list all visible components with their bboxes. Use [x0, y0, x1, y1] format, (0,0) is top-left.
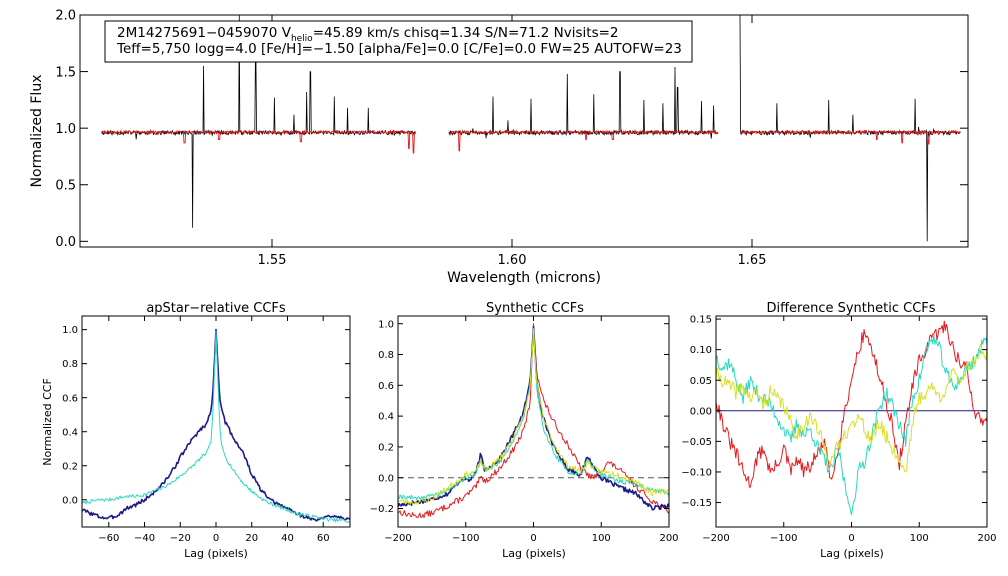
synthetic-ccf-xlabel: Lag (pixels)	[502, 547, 566, 560]
x-tick-label: −60	[98, 533, 119, 544]
synthetic-ccf-panel: Synthetic CCFs −200 −100 0 100 200 −0.2 0.0 0.2…	[370, 301, 679, 560]
y-tick-label: 0.10	[690, 345, 712, 356]
x-tick-label: −40	[134, 533, 155, 544]
x-tick-label: 1.55	[258, 253, 287, 268]
model-spectrum-line	[101, 129, 416, 154]
ccf-series-line	[398, 329, 669, 505]
spectrum-frame	[79, 14, 969, 248]
ccf-series-line	[716, 343, 987, 472]
y-tick-label: 0.6	[378, 381, 394, 392]
y-tick-label: 0.15	[690, 315, 712, 326]
y-tick-label: 0.6	[62, 393, 78, 404]
x-tick-label: 1.65	[738, 253, 767, 268]
y-tick-label: −0.05	[681, 437, 712, 448]
velocity-subscript: helio	[291, 34, 313, 44]
y-tick-label: 1.0	[62, 325, 78, 336]
y-tick-label: −0.15	[681, 498, 712, 509]
y-tick-label: 0.4	[62, 427, 78, 438]
x-tick-label: 40	[281, 533, 294, 544]
x-tick-label: 100	[592, 533, 611, 544]
model-spectrum-line	[448, 129, 719, 152]
apstar-ccf-panel: apStar−relative CCFs −60 −40 −20 0 20 40 60 0.0…	[41, 301, 351, 560]
observed-spectrum-line	[448, 67, 719, 139]
velocity-label: V	[282, 25, 292, 41]
x-tick-label: 60	[317, 533, 330, 544]
y-tick-label: −0.2	[370, 504, 394, 515]
apstar-ccf-title: apStar−relative CCFs	[146, 301, 286, 316]
x-tick-label: −200	[384, 533, 411, 544]
x-tick-label: 0	[530, 533, 536, 544]
x-tick-label: 1.60	[498, 253, 527, 268]
x-tick-label: −200	[702, 533, 729, 544]
ccf-series-line	[398, 327, 669, 501]
spectrum-xlabel: Wavelength (microns)	[447, 270, 601, 286]
y-tick-label: 0.2	[62, 461, 78, 472]
ccf-series-line	[716, 333, 987, 516]
y-tick-label: 0.00	[690, 406, 712, 417]
apstar-ccf-xlabel: Lag (pixels)	[184, 547, 248, 560]
y-tick-label: 0.5	[55, 178, 76, 193]
ccf-series-line	[82, 328, 350, 522]
apstar-ccf-ylabel: Normalized CCF	[41, 378, 54, 466]
y-tick-label: −0.10	[681, 468, 712, 479]
y-tick-label: 1.0	[378, 319, 394, 330]
spectrum-panel: 1.55 1.60 1.65 0.0 0.5 1.0 1.5 2.0 2M14275691−0…	[29, 9, 969, 286]
x-tick-label: 200	[659, 533, 678, 544]
x-tick-label: 100	[910, 533, 929, 544]
x-tick-label: 0	[213, 533, 219, 544]
apstar-ccf-frame	[81, 315, 351, 528]
x-tick-label: −20	[170, 533, 191, 544]
difference-ccf-title: Difference Synthetic CCFs	[766, 301, 935, 316]
ccf-series-line	[398, 325, 669, 511]
ccf-series-line	[716, 320, 987, 488]
x-tick-label: 200	[977, 533, 996, 544]
info-line-1-rest: =45.89 km/s chisq=1.34 S/N=71.2 Nvisits=…	[313, 25, 619, 41]
y-tick-label: 2.0	[55, 9, 76, 24]
difference-ccf-frame	[715, 315, 988, 528]
difference-ccf-xlabel: Lag (pixels)	[820, 547, 884, 560]
y-tick-label: 0.8	[378, 350, 394, 361]
y-tick-label: 0.2	[378, 443, 394, 454]
x-tick-label: −100	[770, 533, 797, 544]
x-tick-label: 0	[848, 533, 854, 544]
y-tick-label: 0.8	[62, 359, 78, 370]
y-tick-label: 1.0	[55, 122, 76, 137]
star-id: 2M14275691−0459070	[117, 25, 277, 41]
x-tick-label: −100	[452, 533, 479, 544]
y-tick-label: 0.0	[55, 235, 76, 250]
x-tick-label: 20	[245, 533, 258, 544]
y-tick-label: 1.5	[55, 65, 76, 80]
y-tick-label: 0.4	[378, 412, 394, 423]
ccf-series-line	[398, 323, 669, 519]
difference-ccf-panel: Difference Synthetic CCFs −200 −100 0 100 20…	[681, 301, 996, 560]
y-tick-label: 0.0	[378, 473, 394, 484]
y-tick-label: 0.05	[690, 376, 712, 387]
info-line-1: 2M14275691−0459070 Vhelio=45.89 km/s chi…	[117, 25, 619, 44]
model-spectrum-line	[739, 129, 961, 145]
spectrum-info-box	[104, 20, 693, 63]
info-line-2: Teff=5,750 logg=4.0 [Fe/H]=−1.50 [alpha/…	[116, 41, 682, 57]
observed-spectrum-line	[739, 15, 961, 242]
ccf-series-line	[82, 330, 350, 523]
synthetic-ccf-title: Synthetic CCFs	[486, 301, 584, 316]
spectrum-ylabel: Normalized Flux	[29, 75, 45, 188]
y-tick-label: 0.0	[62, 495, 78, 506]
